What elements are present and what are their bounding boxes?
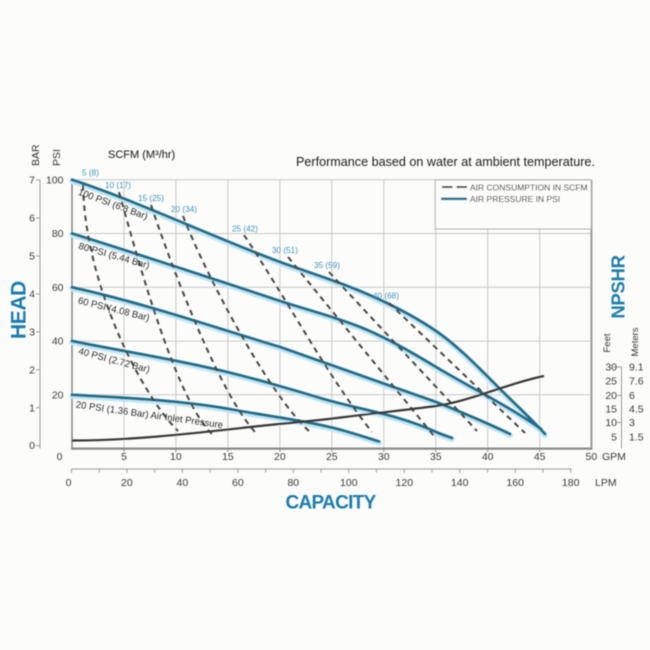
svg-text:40 (68): 40 (68) [373,292,399,301]
svg-text:Performance based on water at: Performance based on water at ambient te… [296,155,595,169]
svg-text:1.5: 1.5 [629,432,644,444]
svg-text:160: 160 [506,477,524,489]
svg-text:1: 1 [29,402,35,414]
svg-text:20: 20 [605,390,617,402]
svg-text:50: 50 [586,451,598,463]
svg-text:0: 0 [29,440,35,452]
svg-text:2: 2 [29,364,35,376]
svg-text:AIR CONSUMPTION IN SCFM: AIR CONSUMPTION IN SCFM [470,182,588,192]
svg-text:25 (42): 25 (42) [232,225,258,234]
svg-text:LPM: LPM [595,477,617,489]
svg-text:100: 100 [340,477,358,489]
svg-text:4: 4 [29,289,35,301]
svg-text:80: 80 [287,477,299,489]
svg-text:20 (34): 20 (34) [171,205,197,214]
svg-text:3: 3 [629,417,635,429]
svg-text:15: 15 [222,451,234,463]
svg-text:60: 60 [232,477,244,489]
svg-text:15 (25): 15 (25) [138,194,164,203]
svg-text:AIR PRESSURE IN PSI: AIR PRESSURE IN PSI [470,194,560,204]
svg-text:4.5: 4.5 [629,404,644,416]
svg-text:7: 7 [29,175,35,187]
svg-text:6: 6 [629,390,635,402]
svg-text:GPM: GPM [602,451,626,463]
svg-text:5: 5 [121,451,127,463]
svg-text:60: 60 [52,282,64,294]
svg-text:Feet: Feet [602,333,613,352]
svg-text:HEAD: HEAD [8,281,31,339]
svg-text:CAPACITY: CAPACITY [285,493,376,514]
svg-text:6: 6 [29,213,35,225]
svg-text:5: 5 [29,251,35,263]
svg-text:40: 40 [482,451,494,463]
svg-text:5: 5 [611,432,617,444]
svg-text:25: 25 [326,451,338,463]
svg-text:120: 120 [396,477,414,489]
svg-text:3: 3 [29,327,35,339]
svg-text:140: 140 [451,477,469,489]
svg-text:40: 40 [177,477,189,489]
svg-text:100: 100 [46,175,64,187]
svg-text:180: 180 [562,477,580,489]
svg-text:9.1: 9.1 [629,362,644,374]
svg-text:35: 35 [430,451,442,463]
svg-text:7.6: 7.6 [629,376,644,388]
svg-text:10: 10 [170,451,182,463]
svg-text:Meters: Meters [630,327,641,356]
svg-text:30: 30 [378,451,390,463]
svg-text:0: 0 [57,451,63,463]
svg-text:30 (51): 30 (51) [272,246,298,255]
svg-text:15: 15 [605,404,617,416]
svg-text:10 (17): 10 (17) [105,181,131,190]
svg-text:10: 10 [605,417,617,429]
svg-text:35 (59): 35 (59) [314,261,340,270]
svg-text:20: 20 [52,389,64,401]
svg-text:80: 80 [52,228,64,240]
svg-text:SCFM (M³/hr): SCFM (M³/hr) [108,149,175,161]
svg-text:BAR: BAR [30,144,42,166]
svg-text:25: 25 [605,376,617,388]
svg-text:40: 40 [52,336,64,348]
svg-text:20: 20 [274,451,286,463]
svg-text:NPSHR: NPSHR [608,255,629,318]
svg-text:45: 45 [534,451,546,463]
svg-text:0: 0 [66,477,72,489]
svg-text:20: 20 [121,477,133,489]
svg-text:PSI: PSI [51,149,63,166]
svg-text:30: 30 [605,362,617,374]
svg-text:5 (8): 5 (8) [82,169,99,178]
